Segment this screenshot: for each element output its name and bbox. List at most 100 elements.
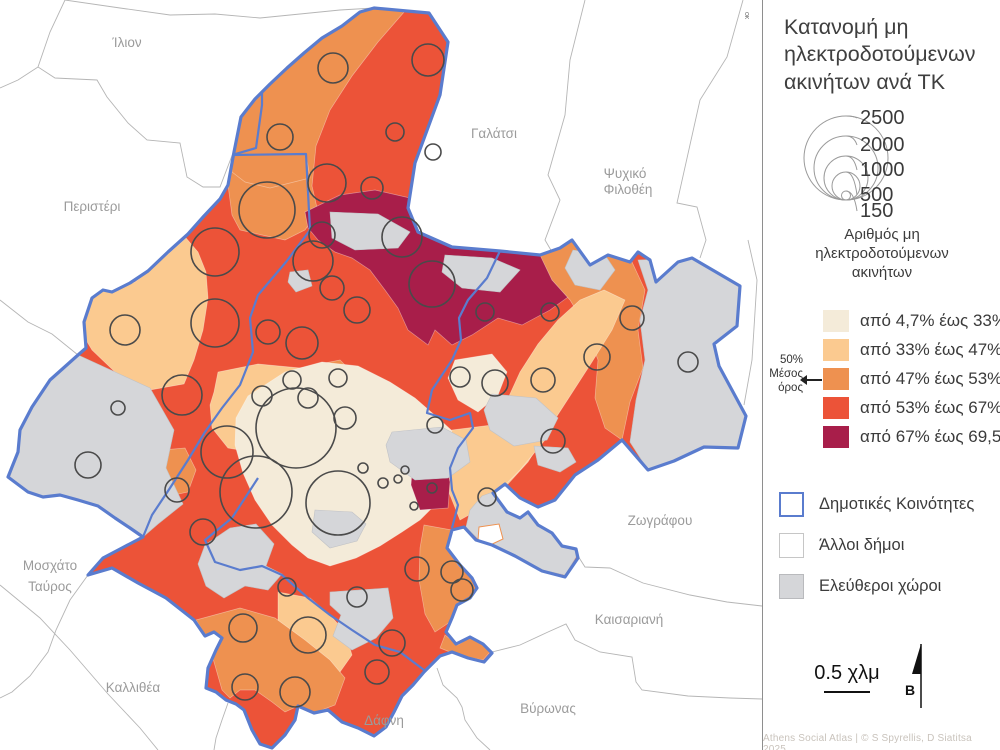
proportional-circle — [364, 659, 390, 685]
size-legend-value: 1000 — [860, 159, 905, 181]
proportional-circle — [377, 477, 389, 489]
proportional-circle — [357, 462, 369, 474]
map-corner-mark: ΟΚ — [743, 12, 749, 20]
area-swatch — [779, 492, 804, 517]
proportional-circle — [292, 240, 334, 282]
proportional-circle — [440, 560, 464, 584]
class-legend-row: από 53% έως 67% — [823, 397, 1000, 419]
proportional-circle — [449, 366, 471, 388]
area-label: Ελεύθεροι χώροι — [819, 577, 942, 595]
proportional-circle — [378, 629, 406, 657]
mean-arrow-icon — [800, 375, 807, 385]
proportional-circle — [266, 123, 294, 151]
municipal-border-line — [436, 667, 491, 750]
municipal-border-line — [64, 0, 375, 19]
proportional-circle — [530, 367, 556, 393]
class-label: από 4,7% έως 33% — [860, 311, 1000, 330]
proportional-circles — [74, 43, 699, 708]
proportional-circle — [619, 305, 645, 331]
proportional-circle — [231, 673, 259, 701]
proportional-circle — [238, 181, 296, 239]
community-border-line — [231, 152, 312, 231]
proportional-circle — [277, 577, 297, 597]
size-legend-leader — [845, 171, 858, 196]
class-swatch — [823, 339, 849, 361]
mean-annotation: 50% Μέσος όρος — [769, 354, 803, 394]
proportional-circle — [297, 387, 319, 409]
proportional-circle — [475, 302, 495, 322]
proportional-circle — [305, 470, 371, 536]
open-space-region — [287, 269, 313, 293]
proportional-circle — [317, 52, 349, 84]
proportional-circle — [164, 477, 190, 503]
class-label: από 33% έως 47% — [860, 340, 1000, 359]
proportional-circle — [200, 425, 254, 479]
municipal-border-line — [0, 299, 79, 356]
proportional-circle — [228, 613, 258, 643]
municipal-border-line — [213, 702, 229, 750]
area-type-legend: Δημοτικές Κοινότητες Άλλοι δήμοι Ελεύθεροι… — [779, 492, 974, 615]
proportional-circle — [279, 676, 311, 708]
choropleth-regions — [83, 8, 646, 714]
place-label: Ζωγράφου — [628, 513, 693, 528]
class-label: από 53% έως 67% — [860, 398, 1000, 417]
area-legend-row: Ελεύθεροι χώροι — [779, 574, 974, 599]
attribution: Athens Social Atlas | © S Spyrellis, D S… — [763, 733, 972, 750]
municipal-border-line — [0, 584, 159, 750]
size-legend-leader — [845, 115, 858, 119]
proportional-circle — [540, 428, 566, 454]
area-legend-row: Άλλοι δήμοι — [779, 533, 974, 558]
community-border-line — [203, 477, 425, 671]
size-legend-leader — [845, 190, 858, 212]
proportional-circle — [409, 501, 419, 511]
proportional-circle — [189, 518, 217, 546]
proportional-circle — [343, 296, 371, 324]
proportional-circle — [540, 302, 560, 322]
community-borders — [141, 45, 501, 671]
proportional-circle — [219, 455, 293, 529]
size-legend-value: 2000 — [860, 134, 905, 156]
proportional-circle — [190, 298, 240, 348]
north-label: Β — [905, 682, 915, 698]
proportional-circle — [255, 319, 281, 345]
proportional-circle — [411, 43, 445, 77]
place-label: Περιστέρι — [64, 199, 121, 214]
municipal-border-line — [743, 239, 758, 406]
proportional-circle — [74, 451, 102, 479]
class-swatch — [823, 397, 849, 419]
class-swatch — [823, 310, 849, 332]
proportional-circle — [190, 227, 240, 277]
area-label: Δημοτικές Κοινότητες — [819, 495, 975, 513]
choropleth-class-legend: από 4,7% έως 33% από 33% έως 47% από 47% έ… — [823, 310, 1000, 455]
proportional-circle — [110, 400, 126, 416]
open-space-region — [329, 587, 394, 651]
proportional-circle — [583, 343, 611, 371]
place-label: Μοσχάτο — [23, 558, 77, 573]
class-swatch — [823, 368, 849, 390]
proportional-circle — [481, 369, 509, 397]
north-arrow-head — [912, 644, 921, 674]
place-label: Ίλιον — [111, 35, 141, 50]
proportional-circle — [346, 586, 368, 608]
proportional-circle — [360, 176, 384, 200]
open-space-region — [311, 509, 367, 549]
municipal-border-line — [0, 574, 89, 699]
class-legend-row: από 33% έως 47% — [823, 339, 1000, 361]
proportional-circle — [381, 216, 423, 258]
open-space-region — [197, 523, 283, 599]
municipal-border-line — [491, 623, 763, 700]
place-label: Ψυχικό — [604, 166, 647, 181]
proportional-circle — [307, 163, 347, 203]
municipal-borders — [0, 0, 763, 750]
proportional-circle — [400, 465, 410, 475]
municipal-border-line — [577, 555, 763, 607]
proportional-circle — [109, 314, 141, 346]
municipal-border-line — [676, 0, 744, 259]
scale-bar — [824, 691, 870, 693]
size-legend-value: 2500 — [860, 107, 905, 129]
area-swatch — [779, 533, 804, 558]
legend-panel: Κατανομή μη ηλεκτροδοτούμενων ακινήτων α… — [762, 0, 1000, 750]
proportional-circle — [285, 326, 319, 360]
municipal-border-line — [0, 66, 39, 89]
